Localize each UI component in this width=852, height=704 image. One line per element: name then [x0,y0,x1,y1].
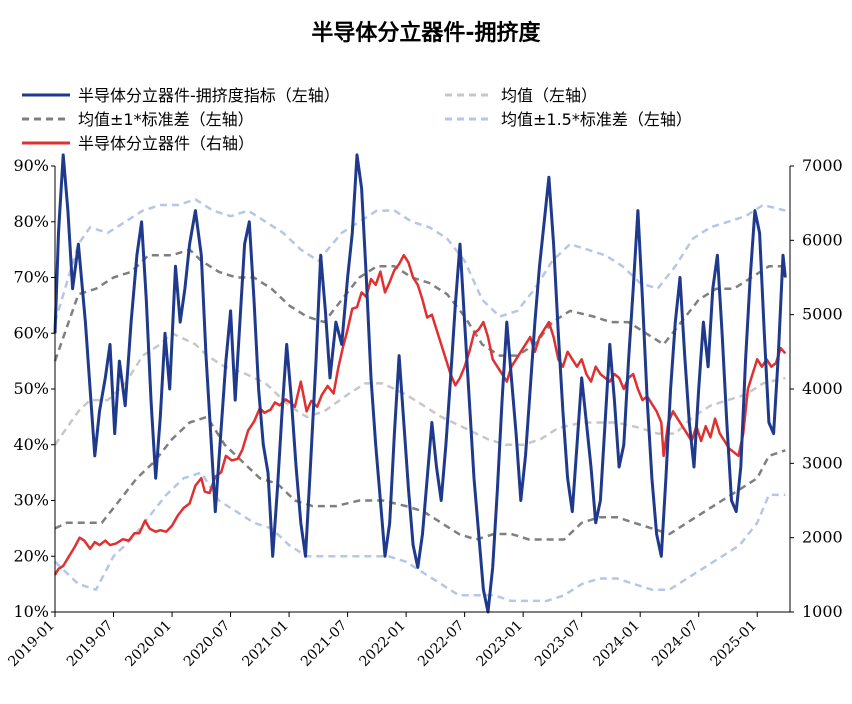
x-tick-label: 2023-01 [474,618,526,670]
series-layer [53,153,787,614]
x-tick-label: 2022-07 [415,618,467,670]
plot-area: 10% 20% 30% 40% 50% 60% 70% 80% 90% 1000 2000 3000… [5,153,843,670]
right-tick-label: 4000 [802,379,843,398]
left-tick-label: 90% [13,156,49,175]
legend-label-mean: 均值（左轴） [501,86,597,105]
left-tick-label: 60% [13,323,49,342]
legend-label-band15: 均值±1.5*标准差（左轴） [501,110,692,129]
x-tick-label: 2019-07 [64,618,116,670]
series-line-crowding [53,153,787,614]
series-line-band15_upper [53,198,786,323]
left-tick-label: 30% [13,491,49,510]
legend-label-crowding: 半导体分立器件-拥挤度指标（左轴） [78,86,340,105]
right-axis-ticks: 1000 2000 3000 4000 5000 6000 7000 [790,156,843,621]
left-tick-label: 80% [13,212,49,231]
legend-label-index: 半导体分立器件（右轴） [78,134,254,153]
x-tick-label: 2019-01 [5,618,57,670]
series-line-band1_lower [54,415,786,541]
right-tick-label: 1000 [802,602,843,621]
left-tick-label: 40% [13,435,49,454]
chart-title: 半导体分立器件-拥挤度 [311,20,541,46]
series-line-mean [53,332,786,447]
left-tick-label: 10% [13,602,49,621]
legend: 半导体分立器件-拥挤度指标（左轴） 均值（左轴） 均值±1*标准差（左轴） 均值±1.… [22,86,692,153]
x-tick-label: 2024-01 [591,618,643,670]
left-tick-label: 50% [13,379,49,398]
x-tick-label: 2020-01 [122,618,174,670]
series-line-band15_lower [54,471,786,603]
right-tick-label: 2000 [802,528,843,547]
x-tick-label: 2025-01 [708,618,760,670]
x-tick-label: 2021-01 [239,618,291,670]
x-tick-label: 2021-07 [298,618,350,670]
right-tick-label: 3000 [802,453,843,472]
x-axis-ticks: 2019-01 2019-07 2020-01 2020-07 2021-01 2021-… [5,612,760,670]
left-tick-label: 70% [13,268,49,287]
x-tick-label: 2023-07 [532,618,584,670]
right-tick-label: 6000 [802,230,843,249]
left-axis-ticks: 10% 20% 30% 40% 50% 60% 70% 80% 90% [13,156,55,621]
legend-label-band1: 均值±1*标准差（左轴） [78,110,254,129]
x-tick-label: 2022-01 [356,618,408,670]
right-tick-label: 5000 [802,305,843,324]
x-tick-label: 2024-07 [649,618,701,670]
x-tick-label: 2020-07 [181,618,233,670]
series-line-index [53,253,787,576]
right-tick-label: 7000 [802,156,843,175]
left-tick-label: 20% [13,546,49,565]
